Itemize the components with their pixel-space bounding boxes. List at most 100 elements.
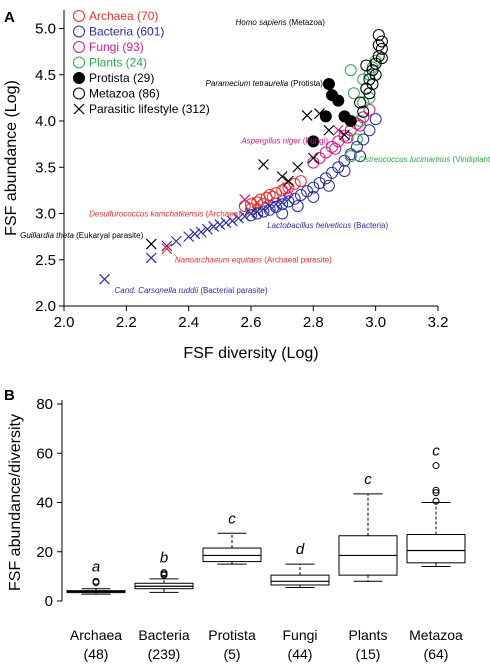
y-axis-title: FSF abundance (Log)	[3, 80, 20, 236]
data-point	[372, 39, 385, 52]
data-point	[329, 142, 342, 155]
legend-marker	[73, 56, 85, 69]
legend-marker	[73, 10, 85, 22]
data-point	[344, 64, 357, 77]
y-axis-title: FSF abundance/diversity	[7, 414, 24, 591]
category-count: (48)	[84, 646, 109, 662]
scatter-points	[99, 28, 388, 285]
data-point	[375, 42, 388, 55]
significance-letter: c	[228, 510, 236, 527]
species-name: Desulfurococcus kamchatkensis	[89, 209, 203, 218]
box-plants: c Plants (15)	[338, 471, 398, 662]
data-point	[264, 200, 276, 212]
box-metazoa: c Metazoa (64)	[406, 443, 466, 662]
data-point	[307, 190, 320, 203]
species-annotation: Ostreococcus lucimarinus (Viridiplantae)	[359, 155, 490, 164]
significance-letter: c	[364, 471, 372, 488]
x-tick-label: 3.0	[365, 314, 386, 331]
legend-marker	[73, 72, 85, 84]
data-point	[269, 187, 282, 200]
data-point	[294, 189, 307, 201]
y-tick-label: 80	[36, 396, 53, 413]
x-tick-label: 2.4	[178, 314, 199, 331]
data-point	[270, 198, 282, 210]
data-point	[251, 206, 263, 218]
data-point	[263, 189, 276, 201]
annotations: Homo sapiens (Metazoa) Paramecium tetraur…	[20, 18, 490, 295]
species-name: Homo sapiens	[236, 18, 287, 27]
species-group: (Archaeal parasite)	[262, 256, 332, 265]
significance-letter: a	[92, 558, 100, 575]
species-annotation: Guillardia theta (Eukaryal parasite)	[20, 231, 144, 240]
species-group: (Viridiplantae)	[450, 155, 490, 164]
data-point	[357, 111, 370, 124]
data-point	[332, 94, 345, 107]
data-point	[372, 28, 385, 41]
y-tick-label: 4.5	[35, 67, 56, 84]
data-point	[369, 68, 382, 81]
box-fungi: d Fungi (44)	[270, 541, 330, 662]
data-point	[322, 78, 335, 90]
species-name: Cand. Carsonella ruddii	[115, 286, 199, 295]
data-point	[332, 124, 344, 136]
data-point	[220, 217, 232, 229]
data-point	[201, 223, 213, 235]
box-archaea: a Archaea (48)	[66, 558, 126, 662]
legend-label: Fungi (93)	[89, 40, 144, 54]
significance-letter: b	[160, 550, 168, 567]
data-point	[189, 228, 201, 240]
data-point	[145, 252, 157, 264]
data-point	[347, 87, 360, 100]
y-tick-label: 4.0	[35, 113, 56, 130]
category-label: Plants	[349, 627, 388, 643]
species-group: (Metazoa)	[287, 18, 326, 27]
species-group: (Eukaryal parasite)	[74, 231, 144, 240]
data-point	[369, 113, 382, 126]
data-point	[363, 91, 376, 104]
data-point	[363, 124, 376, 137]
outlier-point	[432, 489, 440, 497]
legend-marker	[73, 41, 85, 53]
data-point	[307, 152, 319, 164]
species-group: (Bacteria)	[351, 221, 388, 230]
data-point	[313, 176, 326, 189]
data-point	[226, 215, 238, 227]
data-point	[354, 150, 367, 163]
significance-letter: c	[432, 443, 440, 460]
data-point	[301, 110, 313, 121]
y-tick-label: 20	[36, 544, 53, 561]
data-point	[170, 235, 182, 247]
outlier-point	[432, 497, 440, 505]
data-point	[366, 61, 379, 74]
x-tick-label: 2.0	[54, 314, 75, 331]
species-annotation: Nanoarchaeum equitans (Archaeal parasite…	[175, 256, 332, 265]
data-point	[195, 226, 207, 238]
category-count: (239)	[148, 646, 181, 662]
category-label: Archaea	[70, 627, 122, 643]
data-point	[276, 207, 289, 220]
outlier-point	[432, 486, 440, 494]
data-point	[276, 171, 288, 182]
data-point	[239, 210, 251, 222]
category-label: Bacteria	[138, 627, 190, 643]
data-point	[307, 181, 320, 194]
species-group: (Protista)	[288, 79, 323, 88]
x-tick-label: 2.2	[116, 314, 137, 331]
species-annotation: Lactobacillus helveticus (Bacteria)	[267, 221, 388, 230]
significance-letter: d	[296, 541, 305, 558]
y-tick-label: 40	[36, 495, 53, 512]
category-label: Protista	[208, 627, 256, 643]
data-point	[375, 35, 388, 48]
y-tick-label: 5.0	[35, 21, 56, 38]
outlier-point	[160, 569, 168, 577]
data-point	[307, 156, 320, 169]
box-protista: c Protista (5)	[202, 510, 262, 662]
y-tick-label: 0	[45, 593, 53, 610]
x-tick-label: 2.6	[241, 314, 262, 331]
data-point	[245, 202, 257, 215]
x-tick-label: 3.2	[428, 314, 449, 331]
legend-label: Plants (24)	[89, 56, 147, 70]
data-point	[251, 196, 263, 208]
data-point	[145, 238, 157, 250]
